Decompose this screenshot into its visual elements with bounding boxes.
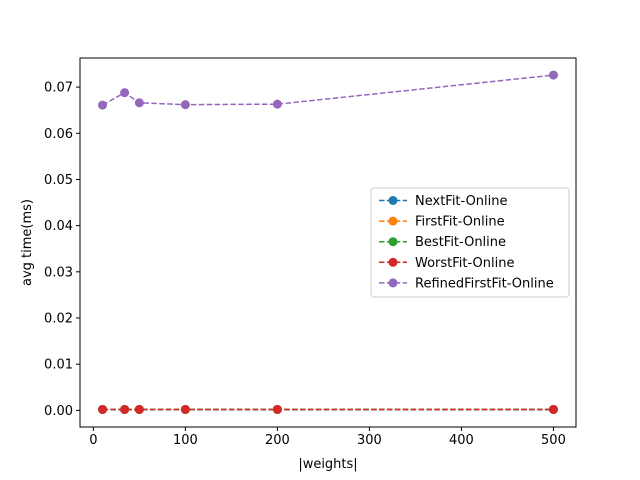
legend-item: WorstFit-Online [379, 256, 515, 271]
y-tick-label: 0.07 [44, 81, 73, 96]
x-tick-label: 100 [173, 433, 198, 448]
data-point [98, 100, 108, 110]
y-tick-label: 0.00 [44, 404, 73, 419]
data-point [134, 98, 144, 108]
legend-item: NextFit-Online [379, 194, 508, 209]
plot-frame [79, 57, 577, 428]
legend-box [370, 187, 570, 298]
data-point [120, 88, 130, 98]
y-tick-label: 0.04 [44, 219, 73, 234]
data-point [272, 404, 282, 414]
legend-marker [388, 257, 398, 267]
legend: NextFit-Online FirstFit-Online BestFit-Onl… [370, 187, 570, 298]
y-tick-label: 0.01 [44, 358, 73, 373]
x-tick-label: 200 [265, 433, 290, 448]
data-point [120, 404, 130, 414]
data-point [134, 404, 144, 414]
series-4 [98, 70, 558, 110]
legend-label: WorstFit-Online [415, 256, 515, 271]
y-tick-label: 0.06 [44, 127, 73, 142]
x-tick-label: 0 [89, 433, 97, 448]
legend-marker [388, 237, 398, 247]
series-3 [98, 404, 558, 414]
legend-marker [388, 196, 398, 205]
y-axis-label: avg time(ms) [20, 199, 35, 286]
y-axis: 0.00 0.01 0.02 0.03 0.04 0.05 0.06 0.07 [44, 81, 80, 419]
legend-item: BestFit-Online [379, 235, 506, 250]
x-axis-label: |weights| [298, 457, 357, 472]
y-tick-label: 0.05 [44, 173, 73, 188]
legend-label: RefinedFirstFit-Online [415, 276, 554, 291]
legend-label: NextFit-Online [415, 194, 508, 209]
data-point [98, 404, 108, 414]
data-point [180, 100, 190, 110]
legend-item: FirstFit-Online [379, 215, 505, 230]
data-point [180, 404, 190, 414]
series-layer [98, 70, 558, 414]
x-tick-label: 300 [357, 433, 382, 448]
y-tick-label: 0.03 [44, 265, 73, 280]
plot-area [79, 57, 577, 428]
x-tick-label: 500 [541, 433, 566, 448]
legend-label: BestFit-Online [415, 235, 506, 250]
data-point [548, 404, 558, 414]
data-point [272, 99, 282, 109]
legend-item: RefinedFirstFit-Online [379, 276, 554, 291]
x-tick-label: 400 [449, 433, 474, 448]
data-point [548, 70, 558, 80]
legend-marker [388, 278, 398, 288]
x-axis: 0 100 200 300 400 500 [89, 427, 566, 448]
legend-marker [388, 216, 398, 226]
legend-label: FirstFit-Online [415, 215, 505, 230]
y-tick-label: 0.02 [44, 312, 73, 327]
